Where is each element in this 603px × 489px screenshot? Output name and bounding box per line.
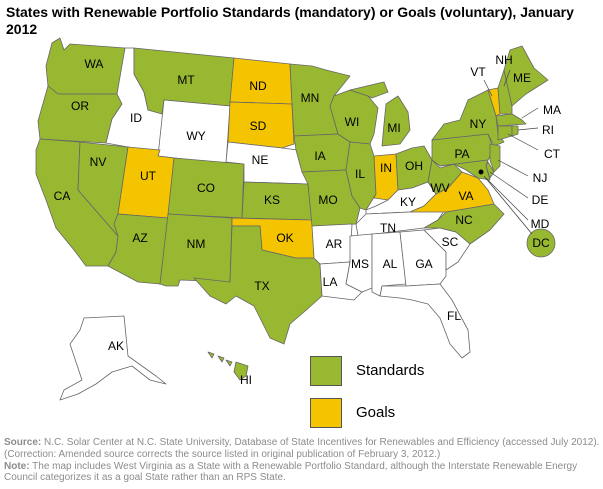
label-ks: KS (264, 193, 280, 207)
label-ms: MS (351, 257, 369, 271)
source-notes: Source: N.C. Solar Center at N.C. State … (4, 437, 600, 484)
label-ut: UT (140, 169, 157, 183)
note-line: Note: The map includes West Virginia as … (4, 461, 600, 485)
state-nc (423, 203, 505, 245)
label-mo: MO (318, 193, 337, 207)
label-ca: CA (54, 189, 71, 203)
label-md: MD (531, 217, 550, 231)
label-vt: VT (470, 65, 486, 79)
label-nv: NV (90, 155, 107, 169)
label-co: CO (197, 181, 215, 195)
label-de: DE (532, 193, 549, 207)
state-nj (489, 143, 501, 173)
label-or: OR (71, 99, 89, 113)
label-nc: NC (455, 213, 473, 227)
label-az: AZ (132, 231, 147, 245)
label-wv: WV (430, 181, 449, 195)
state-ri (511, 125, 519, 137)
label-id: ID (130, 111, 142, 125)
label-wi: WI (345, 115, 360, 129)
note-label: Note: (4, 460, 30, 472)
label-nh: NH (495, 53, 512, 67)
label-nd: ND (249, 79, 267, 93)
label-dc: DC (532, 236, 550, 250)
map-title: States with Renewable Portfolio Standard… (6, 4, 574, 37)
state-dc-marker (526, 228, 556, 258)
label-sc: SC (442, 235, 459, 249)
label-mn: MN (301, 91, 320, 105)
ma-leader-line (521, 107, 539, 119)
state-ak (59, 315, 167, 401)
label-il: IL (355, 167, 365, 181)
state-fl (379, 283, 471, 359)
label-ne: NE (252, 153, 269, 167)
ri-leader-line (517, 127, 539, 131)
label-hi: HI (240, 373, 252, 387)
state-hi (207, 351, 249, 381)
label-ri: RI (542, 123, 554, 137)
md-leader-line (485, 177, 529, 221)
label-mi: MI (387, 121, 400, 135)
label-me: ME (513, 71, 531, 85)
label-ak: AK (108, 339, 124, 353)
label-sd: SD (250, 119, 267, 133)
legend: Standards Goals (310, 356, 510, 436)
label-ny: NY (470, 117, 487, 131)
legend-swatch-standards (310, 356, 342, 386)
label-ok: OK (276, 231, 293, 245)
label-in: IN (380, 161, 392, 175)
label-tn: TN (380, 221, 396, 235)
state-sd (227, 101, 295, 149)
state-nh (497, 69, 513, 115)
label-wa: WA (85, 57, 104, 71)
state-me (503, 45, 549, 107)
source-text: N.C. Solar Center at N.C. State Universi… (4, 437, 600, 460)
legend-item-standards: Standards (310, 356, 510, 386)
label-ky: KY (400, 195, 416, 209)
dc-dot (478, 169, 484, 175)
label-wy: WY (186, 129, 205, 143)
label-oh: OH (405, 159, 423, 173)
de-leader-line (489, 171, 529, 199)
label-fl: FL (447, 309, 461, 323)
source-line: Source: N.C. Solar Center at N.C. State … (4, 437, 600, 461)
label-nj: NJ (533, 171, 548, 185)
state-ct (497, 125, 513, 141)
legend-swatch-goals (310, 398, 342, 428)
label-ia: IA (314, 149, 325, 163)
vt-leader-line (483, 79, 493, 97)
dc-leader-line (483, 175, 533, 235)
label-ga: GA (415, 257, 432, 271)
label-va: VA (458, 189, 473, 203)
legend-label-standards: Standards (356, 362, 425, 379)
state-md (439, 159, 491, 181)
label-ma: MA (543, 103, 561, 117)
label-nm: NM (187, 237, 206, 251)
legend-label-goals: Goals (356, 404, 396, 421)
label-tx: TX (254, 279, 269, 293)
label-pa: PA (454, 147, 469, 161)
label-mt: MT (177, 73, 195, 87)
label-al: AL (383, 257, 398, 271)
ct-leader-line (507, 133, 539, 151)
state-mi (349, 81, 411, 147)
note-text: The map includes West Virginia as a Stat… (4, 460, 578, 484)
nj-leader-line (497, 159, 529, 177)
legend-item-goals: Goals (310, 398, 510, 428)
state-az (107, 213, 169, 285)
state-tx (193, 225, 323, 345)
label-la: LA (323, 275, 338, 289)
source-label: Source: (4, 437, 42, 448)
label-ar: AR (326, 237, 343, 251)
state-labels: WA OR CA NV ID MT WY UT AZ CO NM ND SD N… (54, 53, 561, 387)
label-ct: CT (544, 147, 561, 161)
state-ma (495, 113, 527, 127)
nh-leader-line (503, 69, 511, 87)
